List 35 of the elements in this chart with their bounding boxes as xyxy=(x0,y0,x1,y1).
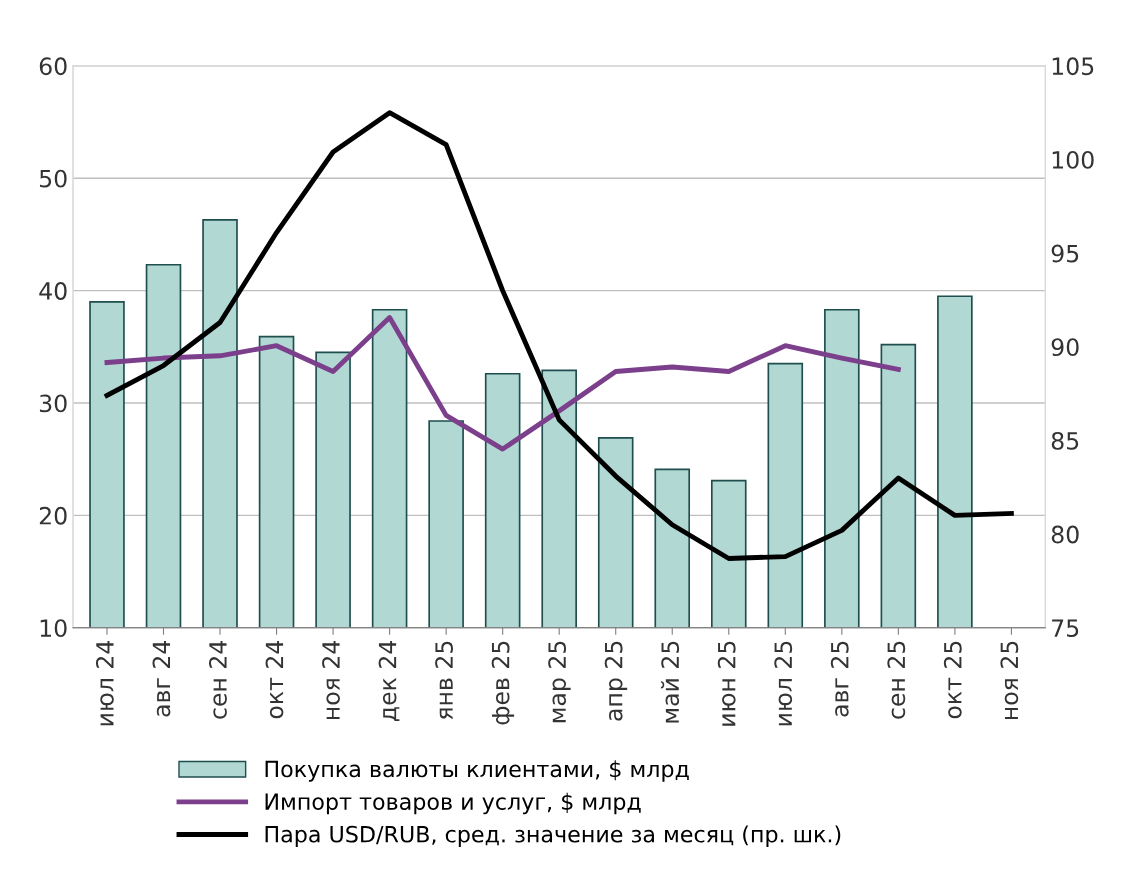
y2-tick-label: 95 xyxy=(1051,244,1079,263)
y-tick-label: 50 xyxy=(39,169,67,188)
y-tick-label: 10 xyxy=(40,619,67,638)
y2-tick-label: 80 xyxy=(1051,525,1079,544)
x-tick-label: апр 25 xyxy=(604,641,628,721)
x-tick-label: ноя 25 xyxy=(1000,641,1019,720)
y-tick-label: 20 xyxy=(39,506,67,525)
x-tick-label: сен 24 xyxy=(209,640,227,719)
x-tick-label: окт 24 xyxy=(265,640,284,719)
x-tick-label: май 25 xyxy=(660,641,680,723)
x-tick-label: мар 25 xyxy=(548,641,571,723)
x-tick-label: сен 25 xyxy=(887,641,906,719)
x-tick-label: янв 25 xyxy=(435,641,453,720)
x-tick-label: июл 25 xyxy=(774,641,793,726)
y-tick-label: 40 xyxy=(39,282,67,300)
y-tick-label: 30 xyxy=(39,394,67,413)
x-tick-label: фев 25 xyxy=(491,641,515,725)
legend-label: Покупка валюты клиентами, $ млрд xyxy=(265,760,689,782)
x-tick-label: авг 24 xyxy=(152,640,171,717)
x-tick-label: ноя 24 xyxy=(322,640,340,720)
y2-tick-label: 100 xyxy=(1052,150,1094,169)
x-tick-label: окт 25 xyxy=(943,641,962,719)
x-tick-label: авг 25 xyxy=(830,641,849,717)
y-tick-label: 60 xyxy=(39,57,67,76)
x-tick-label: июн 25 xyxy=(717,641,736,726)
y2-tick-label: 90 xyxy=(1051,338,1079,357)
x-tick-label: дек 24 xyxy=(378,640,400,722)
y2-tick-label: 85 xyxy=(1051,431,1079,450)
y2-tick-label: 75 xyxy=(1052,619,1079,638)
line-series xyxy=(104,110,1014,561)
line-series xyxy=(104,315,901,452)
legend-label: Импорт товаров и услуг, $ млрд xyxy=(265,792,641,815)
y2-tick-label: 105 xyxy=(1052,57,1094,76)
x-tick-label: июл 24 xyxy=(95,640,114,726)
legend-label: Пара USD/RUB, сред. значение за месяц (пр. шк.) xyxy=(265,825,841,847)
